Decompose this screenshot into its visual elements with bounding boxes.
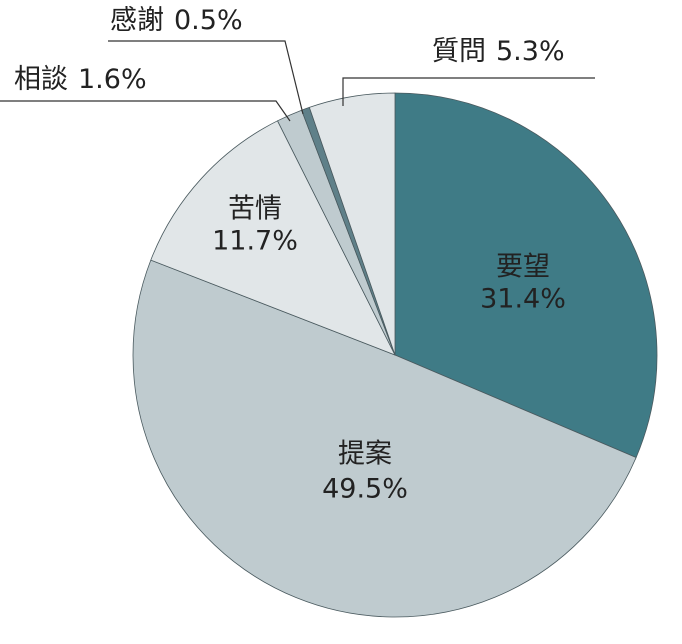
value-label: 49.5% (322, 474, 408, 505)
pie-slice (308, 92, 396, 356)
category-name: 相談 (14, 64, 68, 95)
value-label: 1.6% (78, 64, 147, 95)
slice-label: 質問 5.3% (432, 36, 565, 67)
leader-line (342, 77, 595, 106)
category-name: 質問 (432, 36, 486, 67)
slice-label: 提案 (338, 439, 392, 470)
category-name: 感謝 (110, 5, 164, 36)
pie-slice (150, 120, 396, 356)
slice-label: 苦情 (228, 194, 282, 225)
value-label: 5.3% (496, 36, 565, 67)
leader-line (0, 100, 291, 122)
pie-slice (394, 92, 658, 459)
slice-label: 相談 1.6% (14, 64, 147, 95)
value-label: 0.5% (174, 5, 243, 36)
slice-label: 要望 (496, 252, 550, 283)
pie-slice (132, 259, 637, 618)
value-label: 11.7% (212, 226, 298, 257)
leader-line (108, 40, 304, 115)
value-label: 31.4% (480, 284, 566, 315)
slice-label: 感謝 0.5% (110, 5, 243, 36)
